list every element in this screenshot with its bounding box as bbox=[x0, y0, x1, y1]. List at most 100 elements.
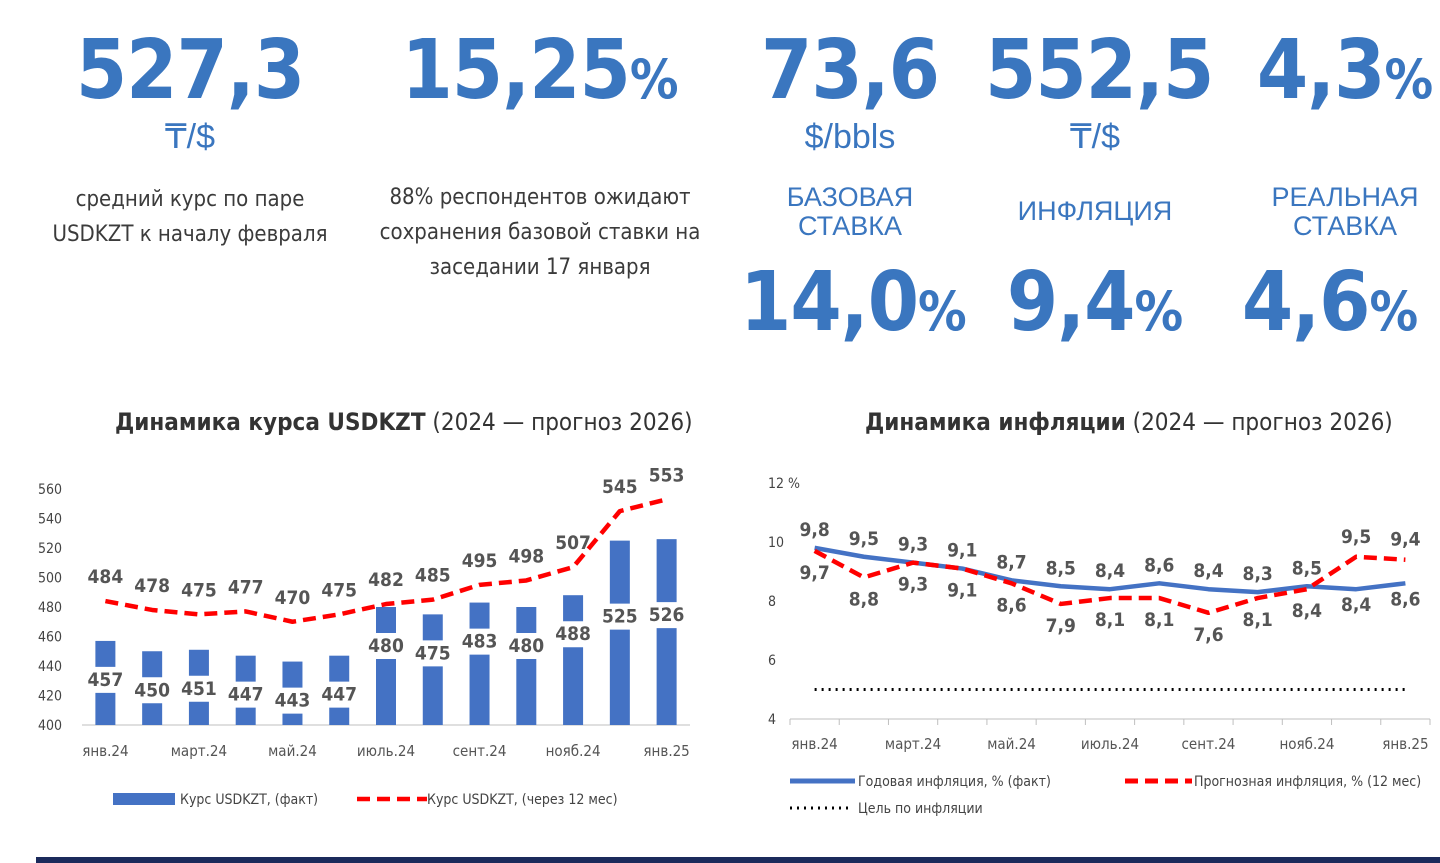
forecast-data-label: 475 bbox=[181, 579, 217, 601]
y-tick-label: 10 bbox=[768, 535, 784, 551]
forecast-data-label: 8,6 bbox=[996, 594, 1026, 616]
forecast-data-label: 9,4 bbox=[1390, 529, 1420, 551]
fact-data-label: 9,1 bbox=[947, 540, 977, 562]
forecast-data-label: 8,1 bbox=[1095, 609, 1125, 631]
bar-label-bg bbox=[412, 640, 453, 667]
y-tick-label: 440 bbox=[38, 659, 62, 675]
bar-data-label: 443 bbox=[275, 690, 311, 712]
kpi-usd-fx: 552,5 ₸/$ bbox=[985, 30, 1214, 156]
y-tick-label: 500 bbox=[38, 571, 62, 587]
fx-chart: 400 420 440 460 480 500 520 540 560 457 450 451 447 4… bbox=[38, 464, 690, 808]
forecast-data-label: 8,1 bbox=[1243, 609, 1273, 631]
bar-data-label: 483 bbox=[462, 631, 498, 653]
forecast-data-label: 482 bbox=[368, 569, 404, 591]
bar-label-bg bbox=[225, 681, 266, 708]
forecast-data-label: 9,1 bbox=[947, 580, 977, 602]
bar-label-bg bbox=[319, 681, 360, 708]
inflation-label: ИНФЛЯЦИЯ bbox=[1017, 196, 1173, 226]
kpi-usd-fx-unit: ₸/$ bbox=[1070, 118, 1120, 156]
y-tick-label: 480 bbox=[38, 600, 62, 616]
bar-data-label: 480 bbox=[368, 635, 404, 657]
x-tick-label: май.24 bbox=[268, 742, 317, 760]
x-tick-label: сент.24 bbox=[453, 742, 507, 760]
fact-data-label: 8,4 bbox=[1095, 560, 1125, 582]
kpi-usd-avg: 527,3 ₸/$ средний курс по паре USDKZT к … bbox=[40, 30, 340, 252]
kpi-base-rate-value: 14,0% bbox=[740, 255, 967, 350]
x-tick-label: янв.25 bbox=[643, 742, 689, 760]
forecast-data-label: 553 bbox=[649, 464, 685, 486]
x-tick-label: май.24 bbox=[987, 735, 1036, 753]
kpi-base-rate: 14,0% bbox=[740, 255, 967, 350]
bar-data-label: 475 bbox=[415, 642, 451, 664]
forecast-line bbox=[813, 548, 1406, 616]
y-tick-label: 4 bbox=[768, 712, 776, 728]
bar bbox=[469, 602, 490, 725]
forecast-data-label: 8,4 bbox=[1292, 600, 1322, 622]
caption-line: 88% респондентов ожидают bbox=[389, 185, 691, 210]
kpi-oil: 73,6 $/bbls bbox=[740, 23, 960, 155]
bar bbox=[422, 614, 443, 725]
kpi-survey-value: 15,25% bbox=[401, 23, 679, 118]
kpi-oil-value: 73,6 bbox=[760, 23, 940, 118]
fact-data-label: 8,6 bbox=[1390, 588, 1420, 610]
forecast-data-label: 495 bbox=[462, 550, 498, 572]
y-tick-label: 6 bbox=[768, 653, 776, 669]
kpi-real-top-value: 4,3% bbox=[1256, 23, 1434, 118]
forecast-data-label: 478 bbox=[134, 575, 170, 597]
caption-line: сохранения базовой ставки на bbox=[379, 220, 701, 245]
y-tick-label: 460 bbox=[38, 630, 62, 646]
fact-data-label: 9,5 bbox=[849, 528, 879, 550]
bar bbox=[516, 607, 537, 725]
forecast-line bbox=[104, 497, 668, 624]
x-tick-label: март.24 bbox=[171, 742, 227, 760]
bottom-rule bbox=[36, 857, 1440, 863]
bar-label-bg bbox=[132, 677, 173, 704]
y-tick-label: 420 bbox=[38, 689, 62, 705]
bar-data-label: 525 bbox=[602, 606, 638, 628]
x-tick-label: июль.24 bbox=[1081, 735, 1139, 753]
kpi-usd-avg-unit: ₸/$ bbox=[165, 118, 215, 156]
forecast-data-label: 470 bbox=[275, 587, 311, 609]
x-tick-label: янв.25 bbox=[1382, 735, 1428, 753]
y-tick-label: 12 % bbox=[768, 476, 800, 492]
forecast-data-label: 477 bbox=[228, 576, 264, 598]
forecast-data-label: 9,3 bbox=[898, 574, 928, 596]
kpi-real-rate-value: 4,6% bbox=[1241, 255, 1419, 350]
bar-label-bg bbox=[646, 602, 687, 629]
fact-data-label: 9,8 bbox=[799, 519, 829, 541]
base-rate-label: БАЗОВАЯ СТАВКА bbox=[786, 182, 914, 241]
fact-data-label: 8,3 bbox=[1243, 563, 1273, 585]
bar-label-bg bbox=[459, 628, 500, 655]
forecast-data-label: 484 bbox=[88, 566, 124, 588]
x-tick-label: март.24 bbox=[885, 735, 941, 753]
fact-data-label: 8,5 bbox=[1046, 557, 1076, 579]
fact-data-label: 9,3 bbox=[898, 534, 928, 556]
y-tick-label: 560 bbox=[38, 482, 62, 498]
fact-data-label: 8,5 bbox=[1292, 557, 1322, 579]
caption-line: USDKZT к началу февраля bbox=[52, 222, 328, 247]
fact-data-label: 8,7 bbox=[996, 551, 1026, 573]
caption-line: средний курс по паре bbox=[75, 187, 305, 212]
x-tick-label: нояб.24 bbox=[546, 742, 601, 760]
bar bbox=[609, 540, 630, 725]
y-tick-label: 400 bbox=[38, 718, 62, 734]
bar bbox=[656, 539, 677, 725]
bar bbox=[563, 595, 584, 725]
fact-data-label: 8,6 bbox=[1144, 554, 1174, 576]
forecast-data-label: 475 bbox=[321, 579, 357, 601]
bar-data-label: 451 bbox=[181, 678, 217, 700]
forecast-data-label: 545 bbox=[602, 476, 638, 498]
fact-data-label: 8,4 bbox=[1341, 594, 1371, 616]
legend-label: Курс USDKZT, (через 12 мес) bbox=[427, 792, 617, 808]
bar-label-bg bbox=[178, 675, 219, 702]
x-tick-label: янв.24 bbox=[82, 742, 128, 760]
bar-data-label: 526 bbox=[649, 604, 685, 626]
x-tick-label: янв.24 bbox=[791, 735, 837, 753]
kpi-survey: 15,25% 88% респондентов ожидают сохранен… bbox=[370, 30, 710, 285]
forecast-data-label: 507 bbox=[555, 532, 591, 554]
bar-data-label: 450 bbox=[134, 679, 170, 701]
bar bbox=[376, 607, 396, 725]
y-tick-label: 8 bbox=[768, 594, 776, 610]
bar-label-bg bbox=[506, 633, 547, 659]
kpi-usd-avg-caption: средний курс по паре USDKZT к началу фев… bbox=[40, 182, 340, 252]
